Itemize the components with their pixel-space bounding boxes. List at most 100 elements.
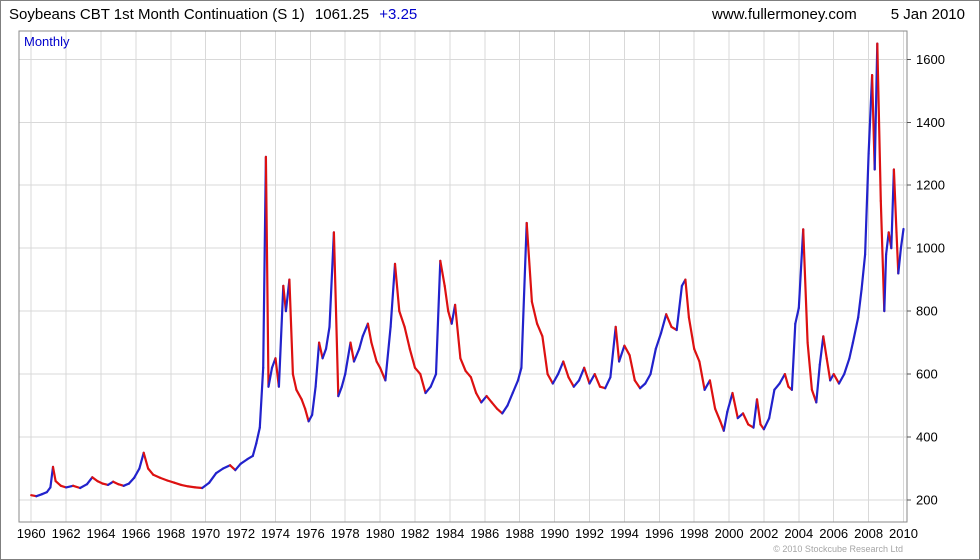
price-segment (851, 316, 860, 344)
price-segment (255, 426, 261, 445)
price-segment (173, 481, 183, 486)
price-segment (324, 325, 331, 350)
price-segment (857, 288, 863, 319)
price-segment (408, 347, 417, 369)
price-segment (822, 335, 828, 360)
price-segment (649, 347, 657, 376)
price-segment (815, 363, 821, 404)
price-segment (837, 373, 846, 385)
y-tick-label: 1600 (916, 52, 945, 67)
y-tick-label: 1400 (916, 115, 945, 130)
y-tick-label: 1200 (916, 178, 945, 193)
price-segment (698, 360, 706, 391)
price-segment (389, 262, 397, 328)
price-segment (321, 347, 328, 360)
price-segment (572, 379, 581, 388)
price-segment (358, 335, 364, 350)
price-segment (337, 385, 343, 398)
x-tick-label: 2010 (889, 526, 918, 541)
price-segment (551, 373, 560, 385)
price-segment (883, 253, 888, 313)
price-segment (239, 458, 249, 465)
instrument-title: Soybeans CBT 1st Month Continuation (S 1… (9, 6, 305, 23)
date-text: 5 Jan 2010 (890, 6, 965, 23)
price-segment (588, 373, 596, 385)
price-segment (638, 382, 647, 390)
price-segment (892, 168, 898, 234)
price-segment (665, 313, 673, 328)
price-segment (741, 412, 750, 426)
price-segment (773, 382, 781, 391)
price-segment (459, 357, 467, 372)
price-segment (778, 373, 787, 385)
price-segment (403, 325, 411, 350)
interval-label: Monthly (24, 34, 70, 49)
x-tick-label: 1968 (156, 526, 185, 541)
price-segment (708, 379, 717, 410)
y-tick-label: 1000 (916, 241, 945, 256)
price-segment (187, 485, 197, 489)
price-segment (443, 284, 450, 313)
price-segment (393, 262, 401, 313)
x-tick-label: 1980 (366, 526, 395, 541)
price-segment (687, 316, 696, 350)
price-segment (726, 391, 734, 413)
price-segment (628, 354, 636, 382)
price-segment (54, 480, 63, 487)
website-text: www.fullermoney.com (712, 6, 857, 23)
price-segment (229, 464, 237, 472)
y-tick-label: 200 (916, 493, 938, 508)
price-segment (370, 341, 378, 363)
price-segment (413, 366, 422, 376)
price-segment (215, 467, 225, 475)
price-segment (194, 486, 204, 490)
price-segment (142, 451, 150, 470)
price-segment (722, 410, 729, 432)
price-segment (713, 407, 722, 423)
price-segment (366, 322, 373, 344)
price-segment (762, 417, 771, 431)
price-segment (768, 388, 776, 420)
price-segment (617, 344, 626, 363)
y-tick-label: 400 (916, 430, 938, 445)
price-segment (180, 483, 190, 488)
price-segment (832, 373, 841, 385)
price-segment (251, 442, 258, 457)
price-segment (234, 462, 242, 472)
price-segment (454, 303, 462, 360)
price-segment (222, 464, 232, 470)
x-tick-label: 2002 (749, 526, 778, 541)
price-segment (424, 385, 432, 395)
price-segment (304, 407, 310, 423)
price-segment (541, 335, 549, 376)
price-segment (520, 221, 528, 369)
copyright-text: © 2010 Stockcube Research Ltd (773, 544, 903, 554)
x-tick-label: 1996 (645, 526, 674, 541)
price-segment (138, 451, 145, 470)
x-tick-label: 1992 (575, 526, 604, 541)
x-tick-label: 1990 (540, 526, 569, 541)
price-segment (843, 357, 851, 376)
price-segment (876, 42, 882, 203)
price-segment (703, 379, 712, 391)
price-segment (51, 465, 57, 483)
x-tick-label: 1982 (401, 526, 430, 541)
price-segment (860, 253, 867, 291)
price-segment (790, 322, 797, 391)
price-segment (659, 313, 668, 335)
x-tick-label: 1970 (191, 526, 220, 541)
x-tick-label: 2008 (854, 526, 883, 541)
price-segment (152, 473, 162, 479)
price-segment (147, 467, 155, 476)
price-segment (752, 398, 759, 429)
price-segment (567, 376, 575, 388)
price-segment (328, 231, 335, 328)
x-tick-label: 1988 (505, 526, 534, 541)
price-segment (783, 373, 790, 388)
price-segment (583, 366, 591, 385)
x-tick-label: 1978 (331, 526, 360, 541)
price-segment (166, 479, 176, 484)
price-segment (623, 344, 631, 357)
price-segment (464, 369, 472, 379)
price-segment (419, 373, 427, 395)
